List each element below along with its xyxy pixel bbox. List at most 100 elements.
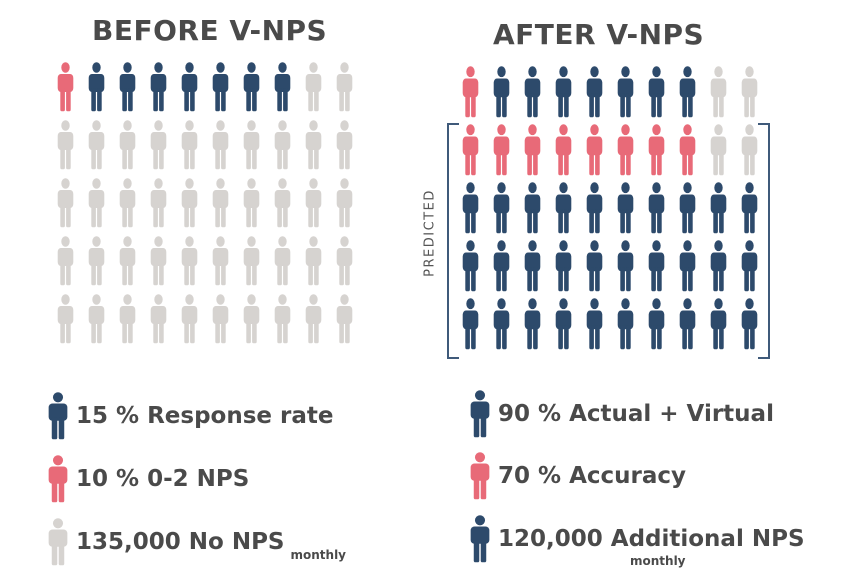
person-icon xyxy=(243,294,260,344)
person-icon xyxy=(462,182,479,234)
person-icon xyxy=(679,66,696,118)
person-icon xyxy=(648,182,665,234)
person-icon xyxy=(305,178,322,228)
person-icon xyxy=(305,294,322,344)
legend-text: 120,000 Additional NPS xyxy=(498,526,805,552)
person-icon xyxy=(305,236,322,286)
person-icon xyxy=(336,62,353,112)
before-title: BEFORE V-NPS xyxy=(92,14,328,47)
person-icon xyxy=(679,124,696,176)
person-icon xyxy=(305,120,322,170)
person-icon xyxy=(274,120,291,170)
person-icon xyxy=(88,178,105,228)
person-icon xyxy=(493,182,510,234)
person-icon xyxy=(181,178,198,228)
person-icon xyxy=(212,120,229,170)
person-icon xyxy=(679,182,696,234)
person-icon xyxy=(710,182,727,234)
person-icon xyxy=(493,240,510,292)
person-icon xyxy=(274,236,291,286)
person-icon xyxy=(679,240,696,292)
legend-after-actual-virtual: 90 % Actual + Virtual xyxy=(468,390,774,438)
person-icon xyxy=(617,298,634,350)
person-icon xyxy=(555,124,572,176)
person-icon xyxy=(336,120,353,170)
person-icon xyxy=(57,236,74,286)
person-icon xyxy=(586,240,603,292)
person-icon xyxy=(274,294,291,344)
person-icon xyxy=(524,124,541,176)
person-icon xyxy=(617,182,634,234)
person-icon xyxy=(57,120,74,170)
person-icon xyxy=(555,182,572,234)
predicted-label: PREDICTED xyxy=(422,189,438,277)
person-icon xyxy=(181,62,198,112)
person-icon xyxy=(243,178,260,228)
person-icon xyxy=(212,178,229,228)
person-icon xyxy=(336,178,353,228)
person-icon xyxy=(150,236,167,286)
legend-before-no-nps: 135,000 No NPS monthly xyxy=(46,518,346,566)
person-icon xyxy=(88,62,105,112)
person-icon xyxy=(493,298,510,350)
person-icon xyxy=(524,66,541,118)
person-icon xyxy=(741,66,758,118)
person-icon xyxy=(336,236,353,286)
person-icon xyxy=(470,390,490,438)
person-icon xyxy=(617,66,634,118)
legend-after-monthly: monthly xyxy=(630,554,686,568)
person-icon xyxy=(274,178,291,228)
person-icon xyxy=(648,240,665,292)
person-icon xyxy=(555,298,572,350)
person-icon xyxy=(243,236,260,286)
legend-text: 15 % Response rate xyxy=(76,403,334,429)
person-icon xyxy=(119,236,136,286)
person-icon xyxy=(524,240,541,292)
legend-text: 70 % Accuracy xyxy=(498,463,686,489)
person-icon xyxy=(181,120,198,170)
legend-text: 10 % 0-2 NPS xyxy=(76,466,250,492)
person-icon xyxy=(648,298,665,350)
person-icon xyxy=(586,66,603,118)
person-icon xyxy=(119,120,136,170)
person-icon xyxy=(555,240,572,292)
person-icon xyxy=(305,62,322,112)
legend-text: 90 % Actual + Virtual xyxy=(498,401,774,427)
person-icon xyxy=(524,298,541,350)
person-icon xyxy=(741,124,758,176)
person-icon xyxy=(470,452,490,500)
person-icon xyxy=(462,124,479,176)
person-icon xyxy=(88,236,105,286)
person-icon xyxy=(212,62,229,112)
person-icon xyxy=(274,62,291,112)
person-icon xyxy=(212,294,229,344)
person-icon xyxy=(741,240,758,292)
person-icon xyxy=(57,294,74,344)
person-icon xyxy=(212,236,229,286)
person-icon xyxy=(586,182,603,234)
person-icon xyxy=(48,518,68,566)
legend-before-nps: 10 % 0-2 NPS xyxy=(46,455,249,503)
person-icon xyxy=(150,120,167,170)
legend-after-accuracy: 70 % Accuracy xyxy=(468,452,686,500)
before-people-grid xyxy=(57,62,353,344)
person-icon xyxy=(119,62,136,112)
person-icon xyxy=(181,236,198,286)
person-icon xyxy=(710,66,727,118)
person-icon xyxy=(462,66,479,118)
person-icon xyxy=(336,294,353,344)
legend-monthly: monthly xyxy=(290,548,347,562)
person-icon xyxy=(493,124,510,176)
person-icon xyxy=(150,62,167,112)
person-icon xyxy=(710,298,727,350)
person-icon xyxy=(243,120,260,170)
legend-text: 135,000 No NPS xyxy=(76,529,285,555)
person-icon xyxy=(648,66,665,118)
person-icon xyxy=(119,178,136,228)
after-people-grid xyxy=(462,66,758,350)
person-icon xyxy=(150,294,167,344)
person-icon xyxy=(150,178,167,228)
person-icon xyxy=(462,298,479,350)
person-icon xyxy=(181,294,198,344)
person-icon xyxy=(741,298,758,350)
